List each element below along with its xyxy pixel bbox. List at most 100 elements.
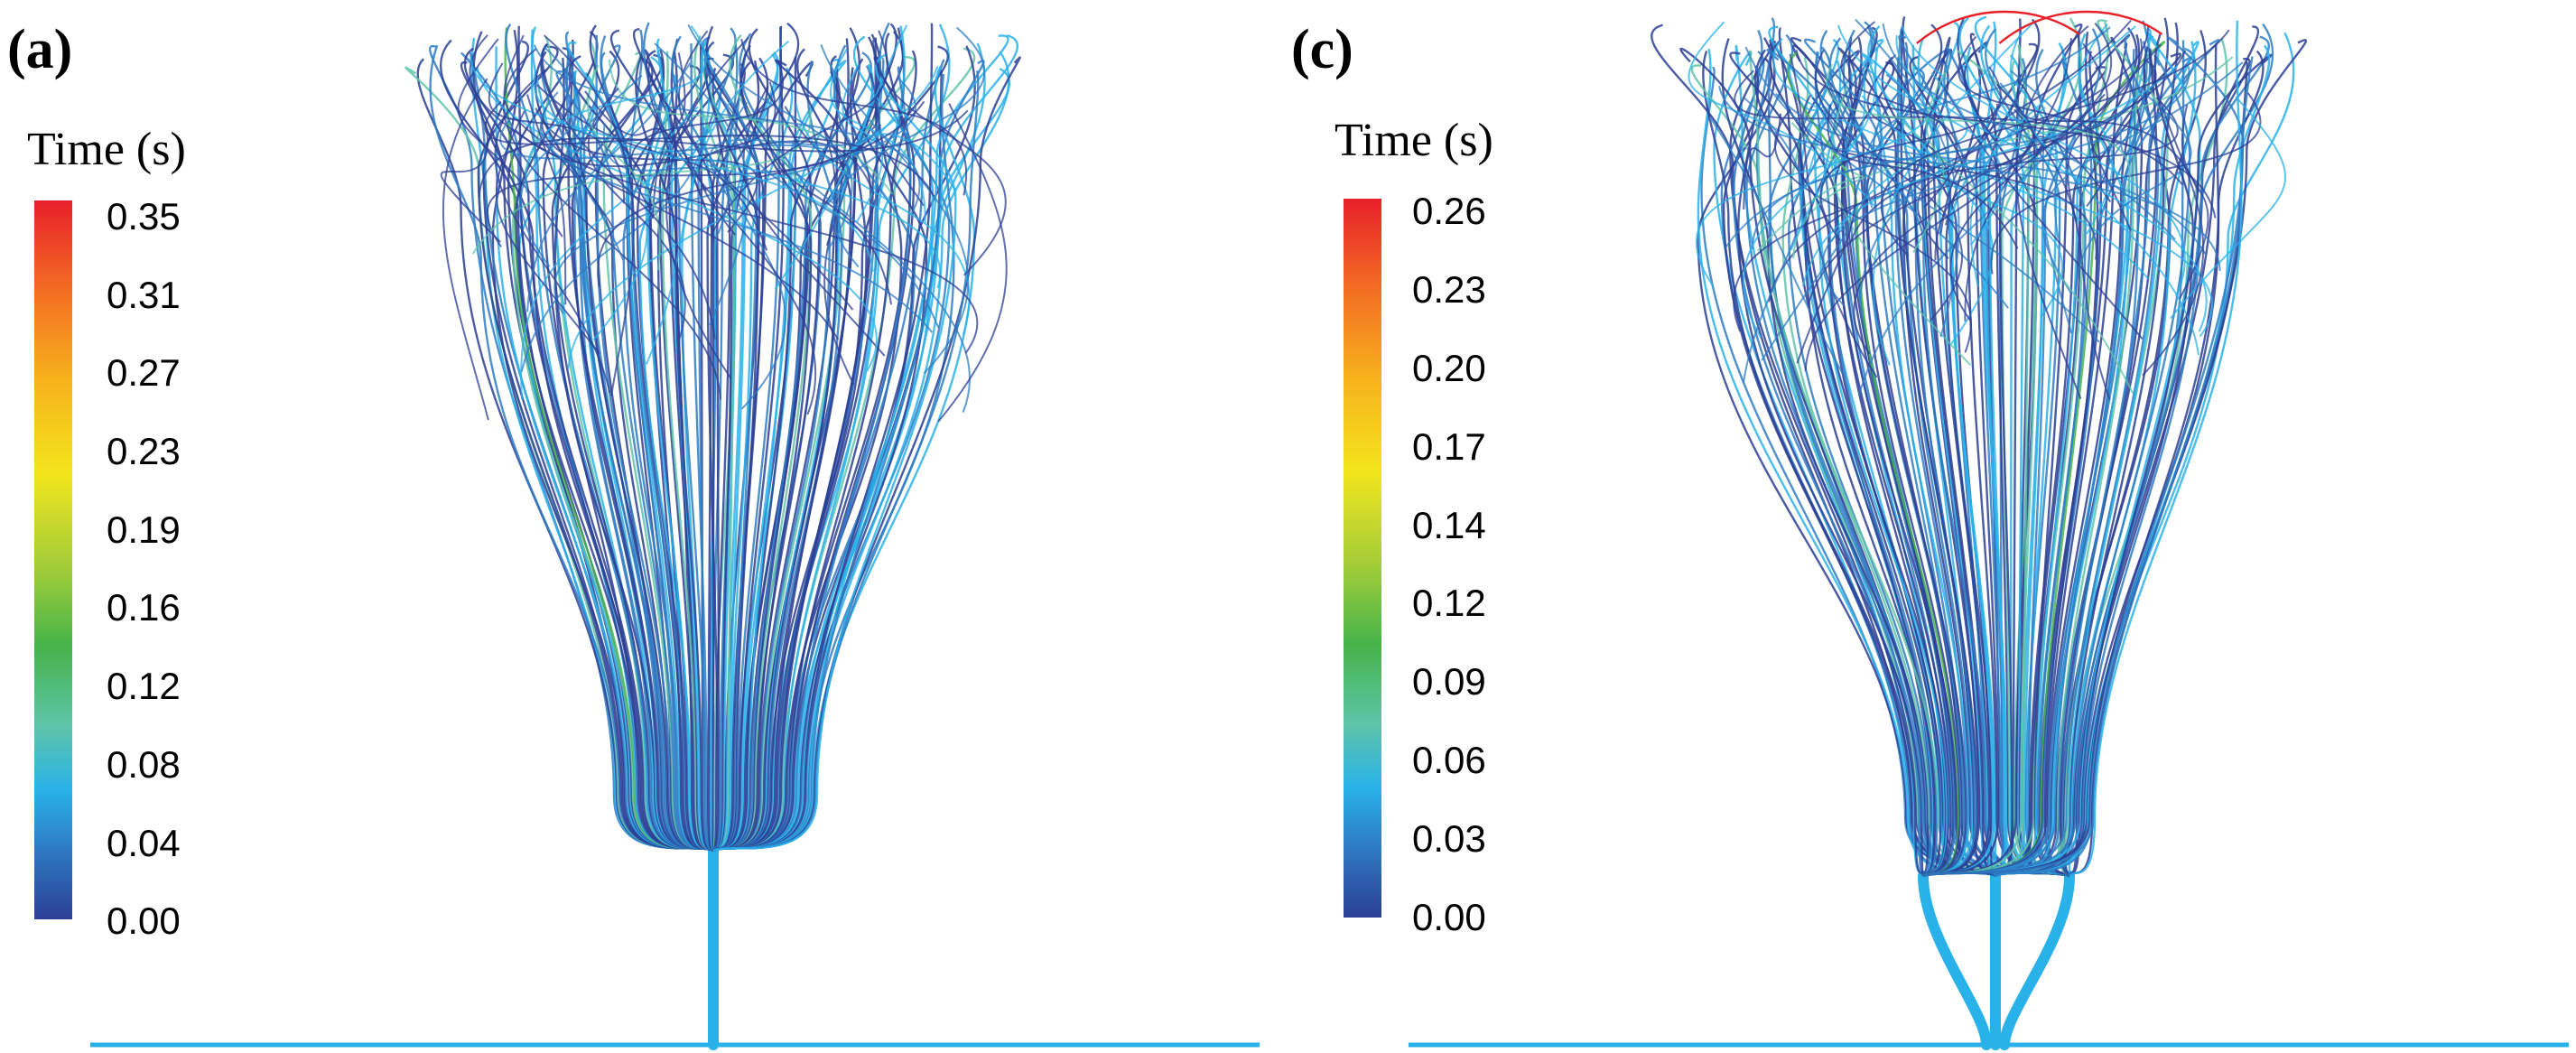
- tick-label: 0.03: [1412, 817, 1486, 860]
- streamline: [543, 34, 635, 396]
- streamline: [2010, 70, 2077, 239]
- streamline: [2015, 69, 2199, 193]
- streamline: [2015, 24, 2089, 400]
- streamline: [484, 100, 935, 198]
- streamline: [566, 74, 643, 261]
- colorbar: [34, 200, 72, 919]
- streamline: [658, 53, 734, 852]
- streamline: [2013, 108, 2111, 401]
- streamline: [1815, 49, 1963, 321]
- tick-label: 0.31: [107, 274, 181, 316]
- streamline: [711, 22, 800, 852]
- streamline: [520, 127, 705, 372]
- streamline: [645, 50, 715, 852]
- streamline: [635, 55, 715, 852]
- tick-label: 0.19: [107, 508, 181, 551]
- streamline: [1819, 66, 2002, 241]
- streamline: [1901, 119, 2134, 395]
- streamline: [2178, 105, 2209, 300]
- streamline: [1773, 108, 1972, 353]
- streamline: [711, 68, 731, 852]
- streamline: [643, 22, 715, 852]
- streamline: [525, 24, 707, 193]
- tick-label: 0.00: [107, 899, 181, 942]
- streamline: [535, 107, 758, 233]
- streamline: [1917, 68, 2146, 259]
- panel-c: (c) Time (s) 0.26 0.23 0.20 0.17 0.14 0.…: [1291, 0, 2576, 1053]
- streamline: [1922, 51, 2039, 878]
- streamline: [470, 56, 942, 289]
- streamline: [1733, 29, 1996, 878]
- streamline: [822, 126, 855, 386]
- streamline: [1882, 23, 2176, 240]
- streamline: [2068, 20, 2243, 877]
- streamline: [1920, 48, 1980, 878]
- streamline: [1696, 84, 1945, 287]
- streamline: [526, 94, 567, 305]
- streamline: [711, 67, 794, 852]
- streamline: [1827, 104, 2019, 249]
- streamline: [2170, 96, 2287, 320]
- streamline: [687, 23, 853, 252]
- streamline-plot: [90, 22, 1260, 1050]
- streamline: [872, 40, 1007, 276]
- streamline: [1822, 66, 2190, 307]
- streamline: [832, 26, 985, 268]
- tick-label: 0.06: [1412, 739, 1486, 781]
- streamline: [665, 37, 749, 380]
- streamline: [541, 52, 716, 340]
- streamline: [712, 23, 951, 853]
- streamline: [1718, 85, 2221, 271]
- streamline: [1837, 47, 1979, 878]
- streamline: [712, 59, 856, 853]
- streamline: [597, 100, 925, 288]
- streamline: [711, 51, 779, 852]
- tick-label: 0.17: [1412, 425, 1486, 468]
- streamline: [440, 121, 501, 243]
- streamline-plot: [1409, 10, 2569, 1050]
- streamline: [567, 42, 714, 852]
- streamline: [709, 100, 880, 204]
- panel-label: (c): [1291, 19, 1353, 80]
- legend-title: Time (s): [1334, 115, 1493, 166]
- tick-label: 0.14: [1412, 504, 1486, 546]
- streamline: [1850, 97, 2179, 241]
- streamline: [1894, 42, 1969, 877]
- streamline: [1874, 47, 1970, 878]
- streamline: [553, 77, 916, 314]
- tick-label: 0.23: [1412, 268, 1486, 311]
- streamline: [1861, 95, 1994, 345]
- streamline: [1796, 97, 1856, 364]
- streamline: [1939, 19, 2132, 234]
- streamline: [1859, 73, 1940, 301]
- streamline: [1833, 61, 1952, 877]
- streamline: [1766, 48, 1957, 877]
- streamline: [2067, 42, 2108, 222]
- streamline: [629, 60, 785, 210]
- streamline: [1917, 38, 1997, 877]
- streamline: [702, 66, 736, 852]
- streamline: [587, 64, 661, 271]
- streamline: [1998, 10, 2163, 44]
- streamline: [820, 44, 970, 375]
- streamline: [1995, 32, 2295, 878]
- streamline: [2098, 116, 2139, 182]
- streamline: [1721, 38, 1930, 877]
- streamline: [1774, 93, 2207, 255]
- streamline: [1709, 117, 1844, 375]
- streamline: [1742, 97, 1804, 383]
- streamline: [1922, 41, 1997, 877]
- nozzle-stem: [1999, 871, 2075, 1050]
- tick-label: 0.23: [107, 430, 181, 472]
- streamline: [701, 38, 745, 852]
- streamline: [712, 33, 813, 852]
- streamline: [766, 108, 893, 305]
- tick-label: 0.04: [107, 822, 181, 864]
- tick-label: 0.09: [1412, 660, 1486, 703]
- streamline: [712, 44, 813, 853]
- streamline: [555, 70, 714, 852]
- streamline: [1778, 27, 1938, 877]
- streamline: [1789, 53, 1878, 378]
- streamline: [1990, 92, 2262, 275]
- legend-title: Time (s): [27, 124, 186, 175]
